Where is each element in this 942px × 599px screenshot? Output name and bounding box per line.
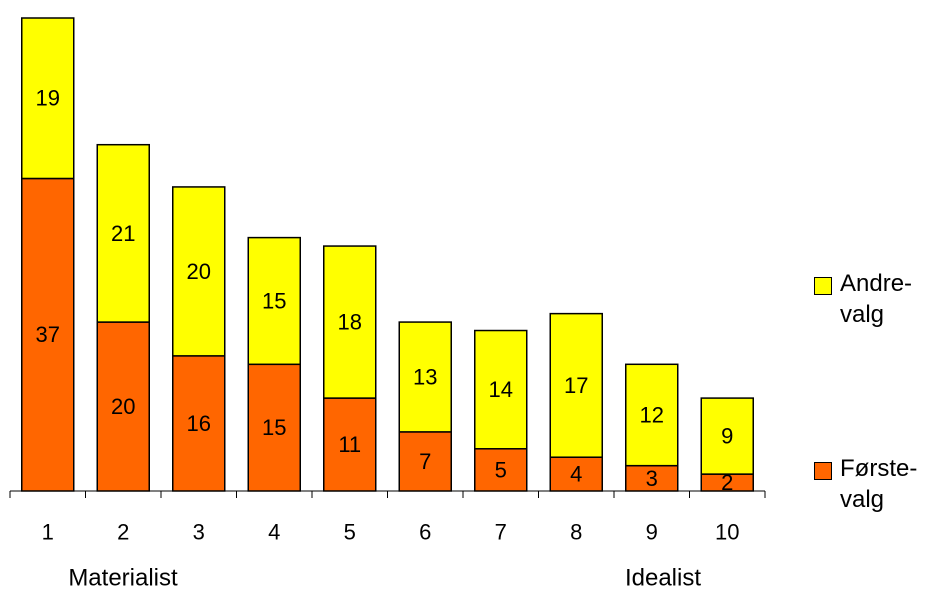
axis-annotation-idealist: Idealist (625, 565, 701, 592)
bar-andrevalg-7 (474, 329, 528, 450)
data-label-forstevalg-1: 37 (36, 322, 60, 347)
bar-forstevalg-1 (21, 177, 75, 492)
legend-swatch-forstevalg (814, 462, 832, 480)
legend-label-andrevalg-line1: Andre- (840, 270, 913, 297)
data-label-forstevalg-10: 2 (721, 470, 733, 495)
legend-label-forstevalg-line1: Første- (840, 455, 918, 482)
data-label-andrevalg-1: 19 (36, 86, 60, 111)
bar-andrevalg-6 (398, 321, 452, 433)
x-tick-label-8: 8 (570, 520, 582, 545)
legend-label-forstevalg-line2: valg (840, 486, 885, 513)
data-label-andrevalg-10: 9 (721, 424, 733, 449)
x-tick-label-10: 10 (715, 520, 739, 545)
data-label-forstevalg-4: 15 (262, 415, 286, 440)
legend-label-andrevalg: Andre- valg (840, 268, 942, 330)
bar-andrevalg-3 (172, 186, 226, 357)
data-label-forstevalg-2: 20 (111, 394, 135, 419)
data-label-forstevalg-6: 7 (419, 449, 431, 474)
data-label-andrevalg-5: 18 (338, 310, 362, 335)
legend-label-forstevalg: Første- valg (840, 453, 942, 515)
bar-forstevalg-9 (625, 464, 679, 492)
data-label-andrevalg-4: 15 (262, 288, 286, 313)
x-tick-label-3: 3 (193, 520, 205, 545)
x-tick-label-9: 9 (646, 520, 658, 545)
x-tick-label-2: 2 (117, 520, 129, 545)
bar-andrevalg-1 (21, 17, 75, 180)
bar-andrevalg-9 (625, 363, 679, 467)
x-tick-label-6: 6 (419, 520, 431, 545)
legend-swatch-andrevalg (814, 277, 832, 295)
x-tick-label-1: 1 (42, 520, 54, 545)
data-label-forstevalg-8: 4 (570, 462, 582, 487)
x-tick-label-4: 4 (268, 520, 280, 545)
bar-andrevalg-5 (323, 245, 377, 399)
bar-andrevalg-10 (700, 397, 754, 475)
data-label-andrevalg-3: 20 (187, 259, 211, 284)
x-tick-label-7: 7 (495, 520, 507, 545)
bar-andrevalg-2 (96, 143, 150, 323)
data-label-forstevalg-9: 3 (646, 466, 658, 491)
data-label-andrevalg-2: 21 (111, 221, 135, 246)
bar-forstevalg-6 (398, 431, 452, 492)
data-label-andrevalg-8: 17 (564, 373, 588, 398)
axis-annotation-materialist: Materialist (68, 565, 178, 592)
data-label-andrevalg-9: 12 (640, 402, 664, 427)
data-label-forstevalg-7: 5 (495, 457, 507, 482)
bar-andrevalg-8 (549, 312, 603, 458)
data-label-andrevalg-7: 14 (489, 377, 513, 402)
data-label-forstevalg-5: 11 (338, 432, 361, 457)
x-tick-label-5: 5 (344, 520, 356, 545)
bar-andrevalg-4 (247, 236, 301, 366)
data-label-forstevalg-3: 16 (187, 411, 211, 436)
data-label-andrevalg-6: 13 (413, 364, 437, 389)
legend-label-andrevalg-line2: valg (840, 301, 885, 328)
